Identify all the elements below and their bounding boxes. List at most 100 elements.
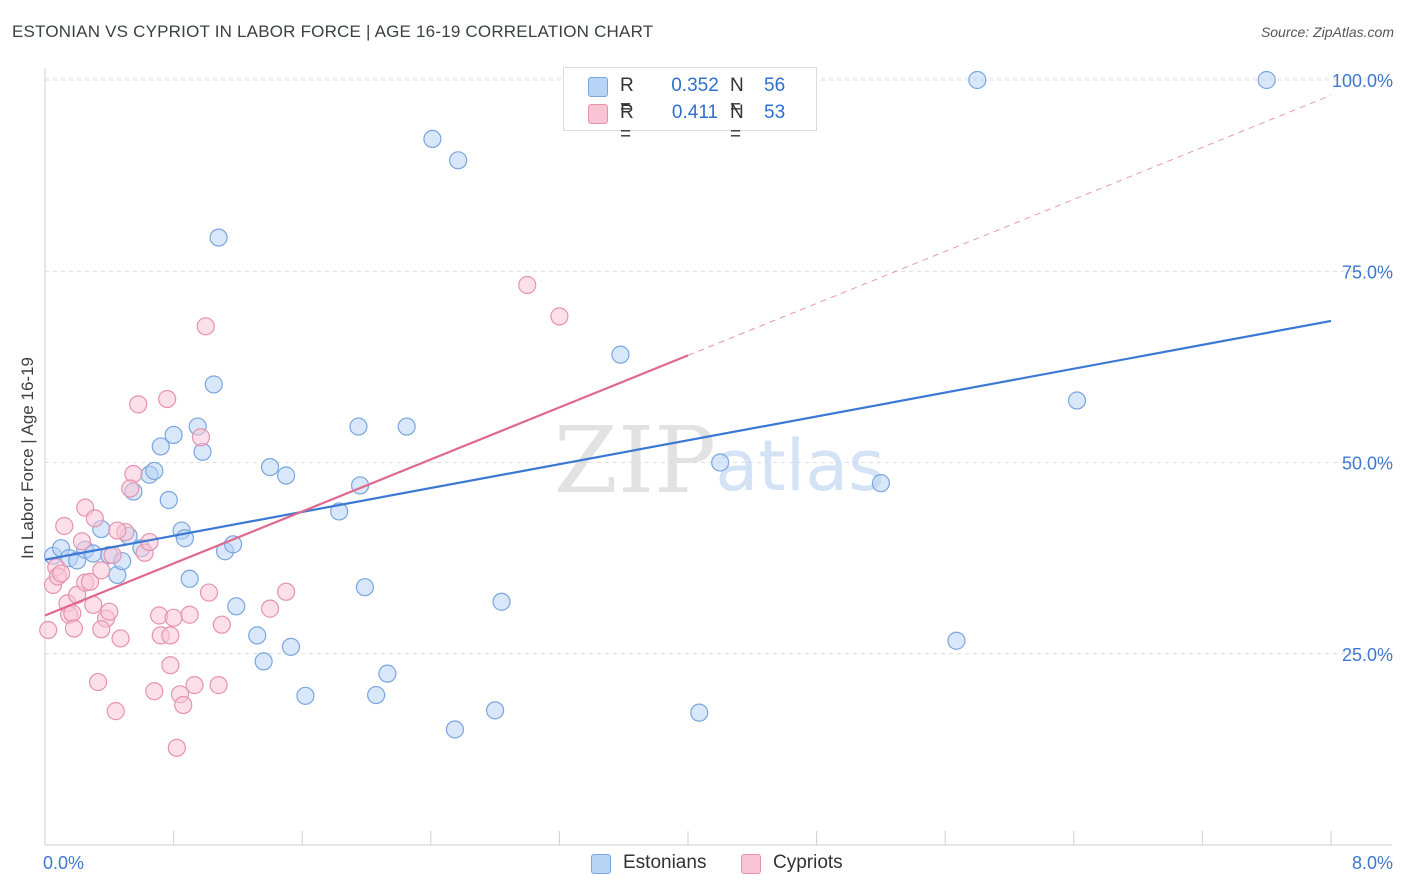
data-point-cypriots: [199, 583, 219, 602]
data-point-cypriots: [161, 626, 180, 645]
y-tick-label: 75.0%: [1342, 262, 1393, 282]
chart-title: ESTONIAN VS CYPRIOT IN LABOR FORCE | AGE…: [12, 22, 654, 41]
data-point-estonians: [159, 490, 178, 510]
points-layer: [39, 70, 1276, 757]
data-point-estonians: [947, 631, 966, 650]
trend-extension-cypriots: [687, 94, 1332, 356]
data-point-estonians: [355, 578, 374, 597]
data-point-estonians: [611, 345, 630, 364]
data-point-cypriots: [191, 428, 211, 447]
data-point-cypriots: [106, 702, 125, 721]
legend-r-label: R =: [620, 75, 634, 118]
data-point-cypriots: [55, 516, 74, 536]
data-point-cypriots: [129, 395, 148, 414]
data-point-estonians: [145, 461, 164, 481]
data-point-cypriots: [185, 676, 204, 695]
data-point-cypriots: [209, 676, 228, 695]
data-point-estonians: [1257, 70, 1276, 90]
data-point-estonians: [871, 474, 891, 493]
trend-line-cypriots: [44, 354, 689, 617]
data-point-estonians: [367, 685, 386, 705]
data-point-cypriots: [180, 605, 199, 624]
data-point-estonians: [423, 129, 442, 149]
data-point-estonians: [449, 151, 468, 170]
data-point-cypriots: [80, 572, 100, 591]
data-point-cypriots: [108, 521, 127, 540]
data-point-cypriots: [85, 509, 104, 528]
y-axis-label: In Labor Force | Age 16-19: [18, 357, 37, 559]
data-point-cypriots: [518, 275, 537, 295]
source-label: Source: ZipAtlas.com: [1260, 24, 1394, 40]
data-point-cypriots: [145, 682, 164, 701]
data-point-cypriots: [260, 599, 280, 618]
data-point-estonians: [711, 453, 730, 472]
data-point-cypriots: [100, 602, 119, 621]
bottom-legend-swatch-cypriots: [741, 854, 761, 874]
data-point-estonians: [277, 466, 296, 485]
legend-n-value: 56: [764, 75, 786, 96]
data-point-cypriots: [196, 317, 215, 336]
x-tick-label-max: 8.0%: [1352, 853, 1393, 873]
data-point-cypriots: [92, 561, 111, 580]
data-point-cypriots: [121, 479, 140, 498]
y-tick-label: 100.0%: [1332, 71, 1393, 91]
data-point-cypriots: [550, 307, 569, 326]
data-point-estonians: [227, 597, 246, 616]
data-point-cypriots: [92, 620, 111, 639]
data-point-cypriots: [164, 608, 183, 627]
bottom-legend-label: Cypriots: [773, 852, 843, 873]
data-point-cypriots: [64, 619, 84, 638]
data-point-estonians: [248, 626, 267, 645]
data-point-estonians: [164, 425, 183, 445]
data-point-estonians: [260, 457, 280, 477]
x-tick-label-min: 0.0%: [43, 853, 84, 873]
y-tick-label: 25.0%: [1342, 645, 1393, 665]
data-point-estonians: [254, 652, 273, 671]
data-point-cypriots: [277, 582, 296, 601]
bottom-legend-label: Estonians: [623, 852, 707, 873]
watermark-atlas: atlas: [715, 425, 884, 507]
legend-swatch-cypriots: [588, 104, 608, 124]
data-point-cypriots: [212, 615, 231, 634]
data-point-cypriots: [174, 695, 193, 715]
data-point-estonians: [296, 686, 315, 705]
legend-swatch-estonians: [588, 77, 608, 97]
legend: R = 0.352 N = 56 R = 0.411 N = 53: [563, 67, 817, 145]
data-point-estonians: [330, 502, 349, 521]
data-point-cypriots: [51, 564, 71, 583]
legend-n-label: N =: [730, 75, 744, 118]
data-point-estonians: [378, 664, 397, 683]
data-point-estonians: [492, 592, 511, 611]
data-point-estonians: [151, 437, 170, 456]
data-point-estonians: [397, 417, 416, 436]
grid-layer: [45, 77, 1392, 655]
legend-r-value: 0.352: [671, 75, 719, 96]
data-point-estonians: [1067, 391, 1087, 410]
data-point-cypriots: [161, 656, 180, 675]
legend-r-label: R =: [620, 102, 634, 145]
data-point-estonians: [690, 703, 709, 722]
data-point-estonians: [486, 701, 505, 720]
data-point-estonians: [445, 720, 465, 739]
data-point-estonians: [349, 417, 368, 436]
tick-labels: 25.0% 50.0% 75.0% 100.0% 0.0% 8.0%: [43, 71, 1393, 873]
data-point-estonians: [968, 70, 987, 90]
data-point-cypriots: [88, 672, 108, 692]
y-tick-label: 50.0%: [1342, 454, 1393, 474]
data-point-cypriots: [111, 629, 130, 648]
trend-layer: [44, 94, 1332, 617]
watermark: ZIP atlas: [554, 407, 885, 514]
axes-layer: [44, 68, 1392, 846]
data-point-estonians: [209, 228, 228, 247]
data-point-cypriots: [39, 620, 58, 640]
data-point-cypriots: [72, 532, 92, 551]
data-point-estonians: [281, 637, 301, 656]
data-point-cypriots: [158, 389, 177, 409]
bottom-legend-swatch-estonians: [591, 854, 611, 874]
data-point-cypriots: [167, 738, 186, 757]
legend-r-value: 0.411: [671, 102, 719, 123]
trend-line-estonians: [44, 319, 1332, 561]
legend-n-label: N =: [730, 102, 744, 145]
data-point-estonians: [180, 569, 199, 588]
